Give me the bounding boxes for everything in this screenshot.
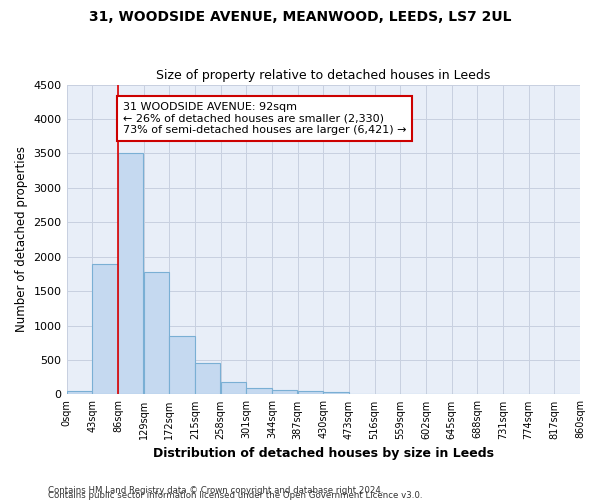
Y-axis label: Number of detached properties: Number of detached properties	[15, 146, 28, 332]
Bar	[67, 391, 92, 394]
Text: Contains public sector information licensed under the Open Government Licence v3: Contains public sector information licen…	[48, 491, 422, 500]
Text: Contains HM Land Registry data © Crown copyright and database right 2024.: Contains HM Land Registry data © Crown c…	[48, 486, 383, 495]
Bar	[143, 272, 169, 394]
Bar	[221, 382, 246, 394]
X-axis label: Distribution of detached houses by size in Leeds: Distribution of detached houses by size …	[153, 447, 494, 460]
Text: 31 WOODSIDE AVENUE: 92sqm
← 26% of detached houses are smaller (2,330)
73% of se: 31 WOODSIDE AVENUE: 92sqm ← 26% of detac…	[122, 102, 406, 135]
Bar	[298, 390, 323, 394]
Bar	[195, 363, 220, 394]
Bar	[169, 336, 195, 394]
Bar	[92, 264, 118, 394]
Text: 31, WOODSIDE AVENUE, MEANWOOD, LEEDS, LS7 2UL: 31, WOODSIDE AVENUE, MEANWOOD, LEEDS, LS…	[89, 10, 511, 24]
Bar	[247, 388, 272, 394]
Bar	[323, 392, 349, 394]
Title: Size of property relative to detached houses in Leeds: Size of property relative to detached ho…	[156, 69, 490, 82]
Bar	[272, 390, 298, 394]
Bar	[118, 154, 143, 394]
